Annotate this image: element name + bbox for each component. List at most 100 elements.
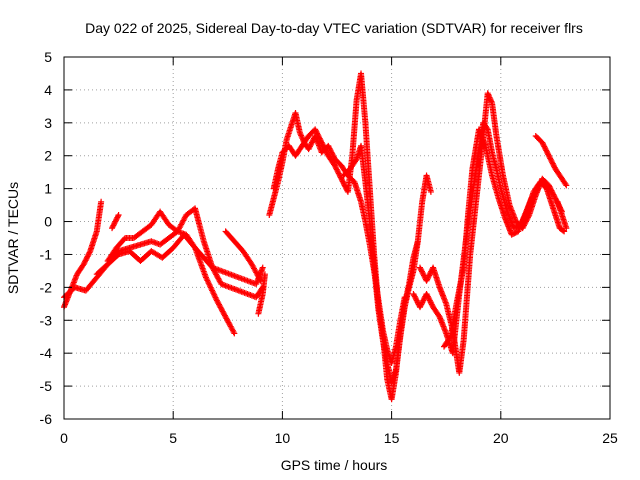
data-point xyxy=(323,148,330,155)
data-point xyxy=(321,144,328,151)
data-point xyxy=(418,300,425,307)
data-point xyxy=(323,150,330,157)
data-point xyxy=(320,142,327,149)
data-point xyxy=(423,277,430,284)
data-point xyxy=(541,143,548,150)
data-point xyxy=(114,214,121,221)
data-point xyxy=(417,302,424,309)
data-point xyxy=(81,260,88,267)
data-point xyxy=(547,155,554,162)
data-point xyxy=(426,296,433,303)
y-tick-label: -2 xyxy=(40,279,53,295)
data-marks xyxy=(61,70,570,403)
data-point xyxy=(545,151,552,158)
data-point xyxy=(425,294,432,301)
y-tick-label: -1 xyxy=(40,246,53,262)
data-point xyxy=(512,229,519,236)
data-point xyxy=(317,136,324,143)
data-point xyxy=(551,194,558,201)
data-point xyxy=(230,329,237,336)
data-point xyxy=(424,275,431,282)
data-point xyxy=(427,188,434,195)
data-point xyxy=(112,217,119,224)
y-tick-label: -6 xyxy=(40,411,53,427)
data-point xyxy=(534,186,541,193)
data-point xyxy=(307,142,314,149)
data-point xyxy=(331,162,338,169)
data-point xyxy=(339,177,346,184)
data-point xyxy=(329,152,336,159)
x-axis-label: GPS time / hours xyxy=(281,457,388,473)
data-point xyxy=(420,271,427,278)
data-point xyxy=(546,183,553,190)
data-point xyxy=(549,160,556,167)
data-series xyxy=(93,231,238,337)
data-series xyxy=(222,228,264,284)
data-point xyxy=(561,228,568,235)
data-series xyxy=(340,142,434,386)
data-point xyxy=(539,140,546,147)
data-point xyxy=(326,145,333,152)
data-point xyxy=(308,140,315,147)
data-point xyxy=(313,129,320,136)
data-point xyxy=(81,258,88,265)
data-point xyxy=(419,269,426,276)
data-point xyxy=(428,300,435,307)
data-point xyxy=(420,297,427,304)
data-point xyxy=(549,188,556,195)
data-point xyxy=(352,157,359,164)
data-point xyxy=(510,231,517,238)
data-point xyxy=(318,139,325,146)
data-point xyxy=(82,257,89,264)
data-point xyxy=(333,166,340,173)
data-point xyxy=(111,219,118,226)
data-point xyxy=(547,156,554,163)
data-point xyxy=(427,298,434,305)
data-point xyxy=(539,139,546,146)
data-point xyxy=(419,298,426,305)
data-point xyxy=(328,149,335,156)
data-point xyxy=(550,161,557,168)
data-point xyxy=(562,181,569,188)
data-point xyxy=(83,254,90,261)
data-point xyxy=(109,225,116,232)
data-point xyxy=(322,147,329,154)
data-point xyxy=(316,134,323,141)
data-point xyxy=(418,267,425,274)
data-point xyxy=(545,182,552,189)
data-point xyxy=(109,223,116,230)
data-point xyxy=(410,290,417,297)
y-tick-label: 1 xyxy=(44,181,52,197)
data-point xyxy=(548,187,555,194)
y-tick-label: -4 xyxy=(40,345,53,361)
x-tick-label: 25 xyxy=(602,430,618,446)
data-point xyxy=(321,146,328,153)
data-point xyxy=(551,163,558,170)
x-tick-label: 5 xyxy=(169,430,177,446)
data-point xyxy=(86,249,93,256)
x-tick-label: 20 xyxy=(493,430,509,446)
data-point xyxy=(563,182,570,189)
data-point xyxy=(329,150,336,157)
data-point xyxy=(552,195,559,202)
data-point xyxy=(508,231,515,238)
data-point xyxy=(85,250,92,257)
data-point xyxy=(424,292,431,299)
data-point xyxy=(426,271,433,278)
data-point xyxy=(424,276,431,283)
x-tick-label: 0 xyxy=(60,430,68,446)
data-point xyxy=(413,296,420,303)
chart-title: Day 022 of 2025, Sidereal Day-to-day VTE… xyxy=(85,20,583,36)
data-point xyxy=(319,140,326,147)
data-series xyxy=(61,198,105,311)
data-point xyxy=(545,152,552,159)
data-point xyxy=(418,301,425,308)
y-tick-label: 0 xyxy=(44,214,52,230)
data-point xyxy=(98,198,105,205)
data-point xyxy=(308,139,315,146)
data-point xyxy=(563,225,570,232)
data-point xyxy=(333,165,340,172)
data-point xyxy=(80,261,87,268)
data-point xyxy=(548,157,555,164)
